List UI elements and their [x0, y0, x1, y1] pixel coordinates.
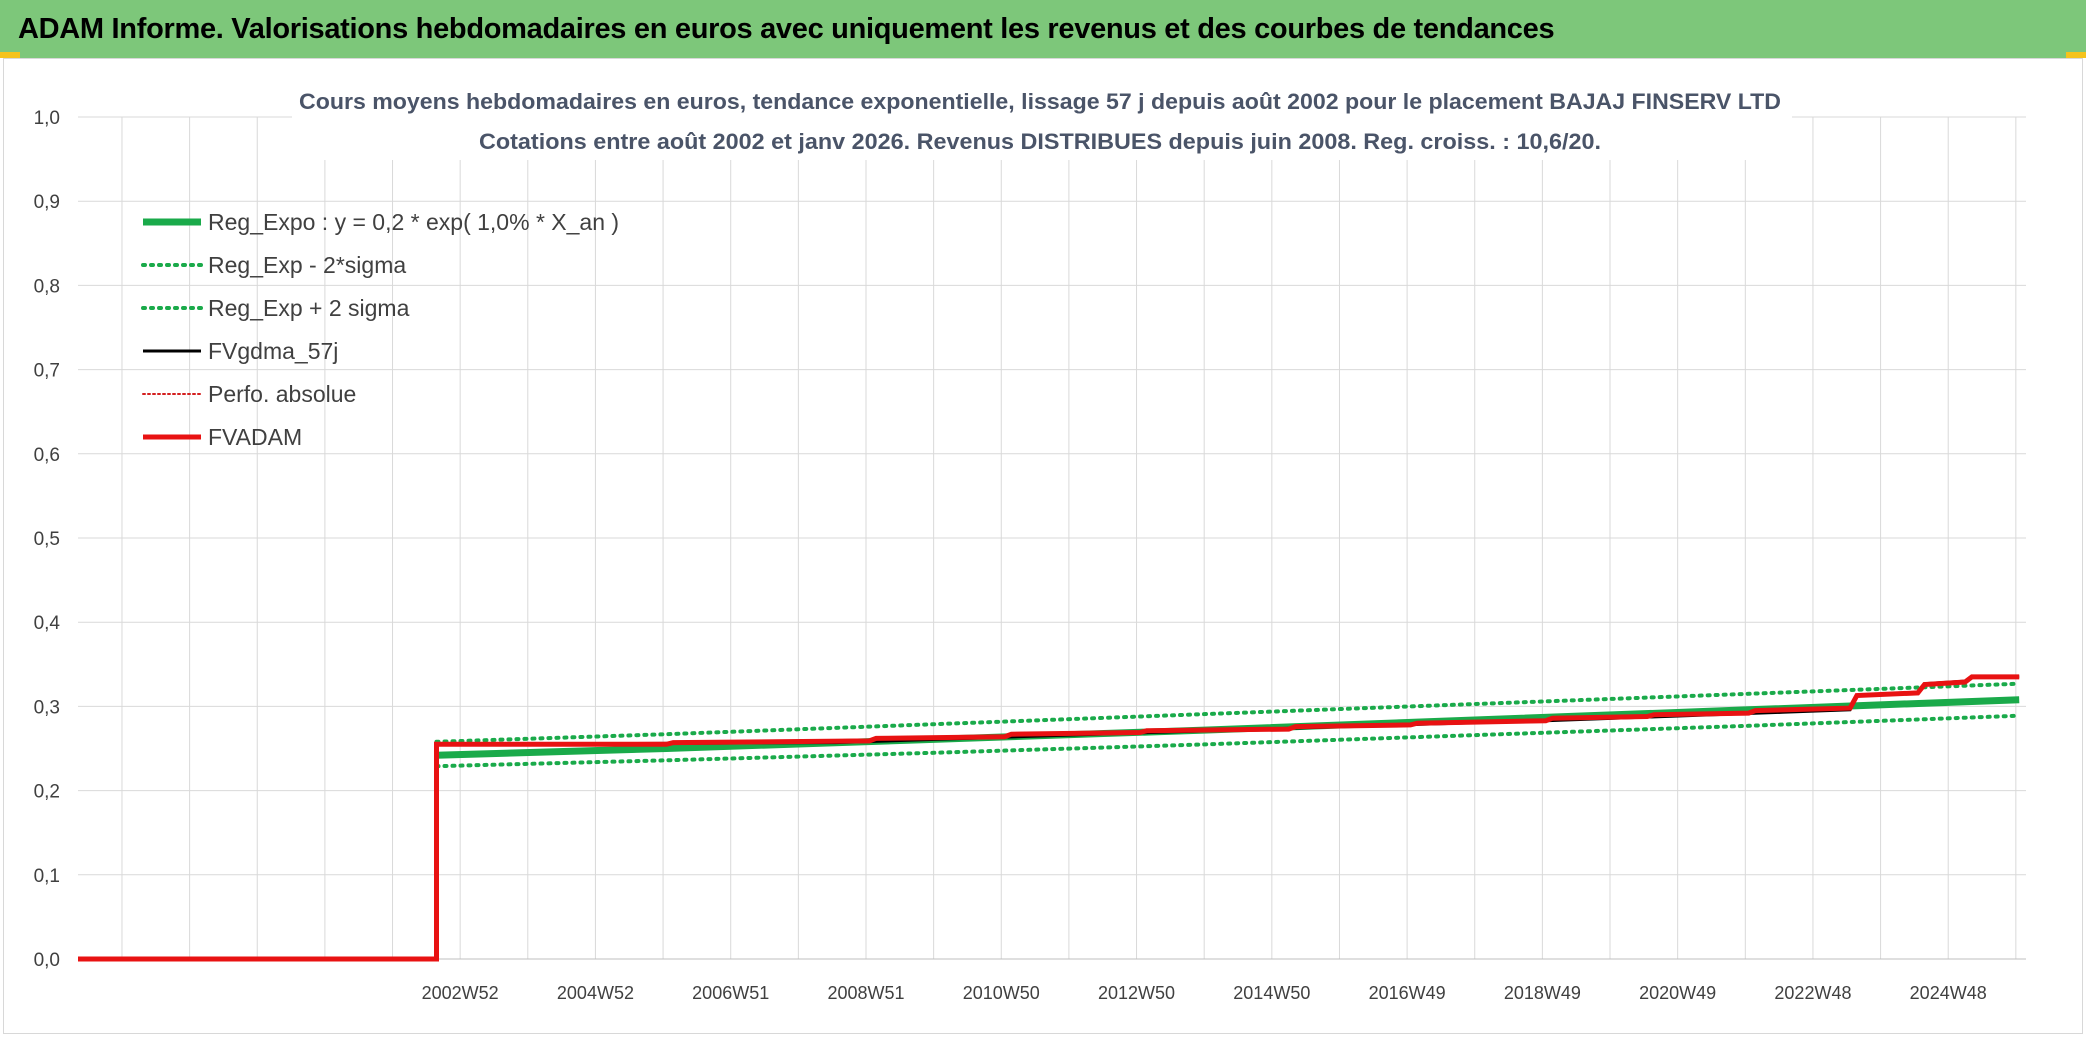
x-tick-label: 2012W50 — [1098, 983, 1175, 1003]
report-title: ADAM Informe. Valorisations hebdomadaire… — [18, 12, 1555, 45]
series-line-5 — [78, 674, 2020, 962]
x-tick-label: 2020W49 — [1639, 983, 1716, 1003]
series-line-2 — [434, 681, 2022, 744]
x-tick-label: 2002W52 — [422, 983, 499, 1003]
x-axis-tick-labels: 2002W52 2004W52 2006W51 2008W51 2010W50 2012W… — [422, 983, 1987, 1003]
y-tick-label: 0,0 — [34, 950, 60, 971]
legend-label: Reg_Exp + 2 sigma — [208, 295, 410, 321]
y-tick-label: 0,6 — [34, 445, 60, 466]
legend-label: Reg_Expo : y = 0,2 * exp( 1,0% * X_an ) — [208, 209, 619, 235]
series-layer — [78, 674, 2022, 962]
y-tick-label: 0,2 — [34, 782, 60, 803]
legend-label: FVADAM — [208, 424, 302, 450]
y-tick-label: 1,0 — [34, 108, 60, 129]
x-tick-label: 2014W50 — [1233, 983, 1310, 1003]
chart-frame — [3, 58, 2083, 1034]
x-tick-label: 2016W49 — [1369, 983, 1446, 1003]
chart-subtitle: Cotations entre août 2002 et janv 2026. … — [479, 129, 1601, 154]
chart-title: Cours moyens hebdomadaires en euros, ten… — [299, 89, 1781, 114]
series-line-3 — [78, 675, 2020, 961]
x-tick-label: 2024W48 — [1910, 983, 1987, 1003]
y-axis-tick-labels: 0,0 0,1 0,2 0,3 0,4 0,5 0,6 0,7 0,8 0,9 1,0 — [34, 108, 61, 971]
y-tick-label: 0,8 — [34, 276, 60, 297]
y-tick-label: 0,9 — [34, 192, 60, 213]
y-tick-label: 0,1 — [34, 866, 60, 887]
corner-mark-right — [2066, 52, 2086, 58]
x-tick-label: 2004W52 — [557, 983, 634, 1003]
chart-title-backdrop — [292, 80, 1792, 160]
y-tick-label: 0,7 — [34, 361, 60, 382]
report-header: ADAM Informe. Valorisations hebdomadaire… — [0, 0, 2086, 58]
series-line-1 — [434, 713, 2022, 769]
x-tick-label: 2022W48 — [1774, 983, 1851, 1003]
y-tick-label: 0,4 — [34, 613, 61, 634]
legend-label: Perfo. absolue — [208, 381, 356, 407]
legend: Reg_Expo : y = 0,2 * exp( 1,0% * X_an ) R… — [141, 209, 619, 450]
x-tick-label: 2018W49 — [1504, 983, 1581, 1003]
legend-label: FVgdma_57j — [208, 338, 338, 364]
corner-mark-left — [0, 52, 20, 58]
grid-layer — [78, 116, 2026, 960]
legend-label: Reg_Exp - 2*sigma — [208, 252, 406, 278]
x-tick-label: 2010W50 — [963, 983, 1040, 1003]
y-tick-label: 0,3 — [34, 697, 60, 718]
x-tick-label: 2008W51 — [827, 983, 904, 1003]
y-tick-label: 0,5 — [34, 529, 60, 550]
x-tick-label: 2006W51 — [692, 983, 769, 1003]
